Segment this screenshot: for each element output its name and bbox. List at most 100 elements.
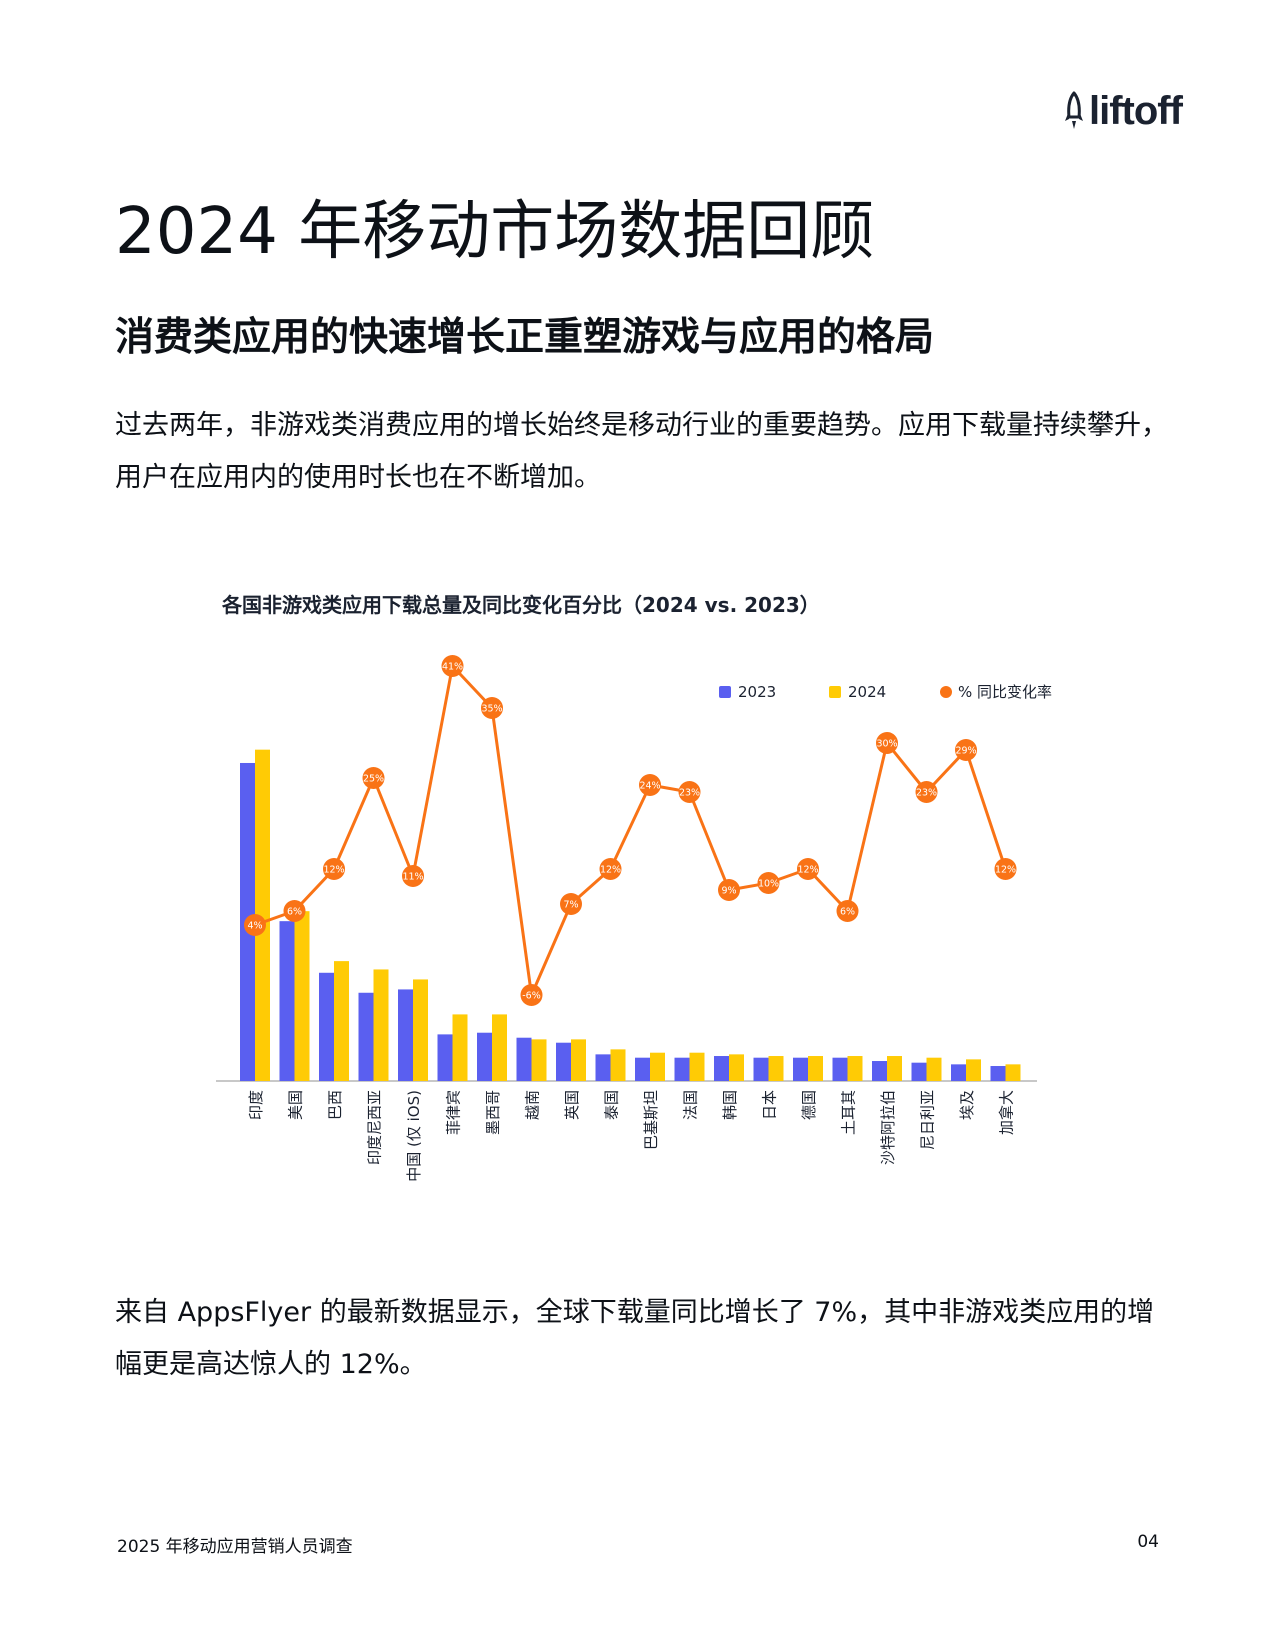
bar-2023 — [635, 1057, 650, 1081]
yoy-point — [757, 872, 780, 894]
yoy-data-label: 25% — [363, 774, 384, 785]
bar-2023 — [951, 1064, 966, 1081]
yoy-data-label: 4% — [247, 921, 262, 932]
yoy-point — [836, 900, 859, 922]
bar-2024 — [768, 1056, 784, 1081]
bar-2023 — [595, 1054, 611, 1081]
bar-2024 — [847, 1056, 863, 1081]
yoy-point — [481, 697, 503, 719]
x-tick-label: 韩国 — [721, 1090, 739, 1120]
yoy-point — [994, 858, 1017, 880]
bar-2023 — [516, 1037, 532, 1081]
x-tick-label: 德国 — [800, 1090, 818, 1120]
footer-title: 2025 年移动应用营销人员调查 — [117, 1537, 353, 1557]
bar-2024 — [531, 1039, 547, 1081]
yoy-point — [283, 900, 306, 922]
page-title: 2024 年移动市场数据回顾 — [115, 195, 875, 269]
bar-2023 — [358, 992, 374, 1081]
bar-2023 — [319, 972, 334, 1081]
chart-title: 各国非游戏类应用下载总量及同比变化百分比（2024 vs. 2023） — [221, 593, 820, 617]
x-tick-label: 巴西 — [326, 1090, 344, 1120]
legend-marker-yoy — [940, 686, 952, 698]
bar-2023 — [714, 1056, 729, 1081]
yoy-point — [718, 879, 740, 901]
bar-group — [240, 749, 1021, 1081]
legend-swatch-2024 — [829, 686, 841, 698]
bar-2023 — [674, 1057, 690, 1081]
bar-2024 — [294, 911, 310, 1081]
x-tick-label: 中国 (仅 iOS) — [405, 1090, 423, 1182]
yoy-data-label: 11% — [402, 872, 423, 883]
liftoff-logo: liftoff — [1063, 88, 1198, 134]
yoy-data-label: 24% — [639, 781, 660, 792]
yoy-data-label: 23% — [679, 788, 700, 799]
bar-2024 — [373, 969, 389, 1081]
bar-2023 — [437, 1034, 453, 1081]
bar-2023 — [793, 1057, 808, 1081]
bar-2024 — [413, 979, 428, 1081]
bar-2024 — [452, 1014, 468, 1081]
yoy-data-label: 41% — [442, 662, 463, 673]
bar-2024 — [926, 1057, 942, 1081]
bar-2024 — [689, 1052, 705, 1081]
summary-paragraph: 来自 AppsFlyer 的最新数据显示，全球下载量同比增长了 7%，其中非游戏… — [115, 1297, 1155, 1380]
rocket-icon — [1065, 91, 1083, 129]
bar-2024 — [492, 1014, 507, 1081]
bar-2023 — [990, 1066, 1006, 1081]
x-tick-label: 巴基斯坦 — [642, 1090, 660, 1150]
bar-2023 — [872, 1061, 887, 1081]
bar-2023 — [753, 1057, 769, 1081]
yoy-point — [362, 767, 385, 789]
bar-2024 — [650, 1052, 665, 1081]
x-tick-label: 泰国 — [603, 1090, 621, 1120]
chart-legend: 2023 2024 % 同比变化率 — [719, 683, 1052, 701]
yoy-point — [244, 914, 266, 936]
logo-text: liftoff — [1089, 89, 1183, 133]
x-tick-label: 加拿大 — [998, 1090, 1016, 1135]
yoy-data-label: 29% — [955, 746, 976, 757]
yoy-point — [876, 732, 898, 754]
yoy-point — [915, 781, 938, 803]
yoy-data-label: 7% — [563, 900, 578, 911]
bar-2024 — [729, 1054, 744, 1081]
yoy-point — [797, 858, 819, 880]
bar-2024 — [887, 1056, 902, 1081]
bar-2024 — [571, 1039, 586, 1081]
bar-2024 — [808, 1056, 823, 1081]
yoy-data-label: 23% — [916, 788, 937, 799]
yoy-change-line — [254, 664, 1007, 997]
legend-label-2023: 2023 — [738, 683, 776, 701]
bar-2023 — [556, 1042, 571, 1081]
x-tick-label: 埃及 — [958, 1090, 976, 1120]
yoy-data-label: 6% — [840, 907, 855, 918]
bar-2023 — [279, 921, 295, 1081]
yoy-point-group: 4% 6% 12% 25% 11% 41% 35% -6% 7% 12% 24% 23% 9% 10% 12… — [244, 655, 1017, 1006]
x-tick-label: 尼日利亚 — [919, 1090, 937, 1150]
legend-swatch-2023 — [719, 686, 731, 698]
bar-2024 — [1005, 1064, 1021, 1081]
yoy-point — [955, 739, 977, 761]
bar-2023 — [911, 1062, 927, 1081]
x-tick-label: 墨西哥 — [484, 1090, 502, 1135]
bar-2024 — [966, 1059, 981, 1081]
yoy-data-label: 9% — [721, 886, 736, 897]
yoy-data-label: 35% — [481, 704, 502, 715]
x-tick-labels: 印度 美国 巴西 印度尼西亚 中国 (仅 iOS) 菲律宾 墨西哥 越南 英国 泰国 巴基斯坦 法国韩… — [247, 1090, 1016, 1182]
x-tick-label: 日本 — [761, 1090, 779, 1120]
x-tick-label: 美国 — [287, 1090, 305, 1120]
x-tick-label: 越南 — [524, 1090, 542, 1120]
yoy-data-label: 30% — [876, 739, 897, 750]
x-tick-label: 印度 — [247, 1090, 265, 1120]
bar-2023 — [398, 989, 413, 1081]
yoy-point — [402, 865, 424, 887]
x-tick-label: 土耳其 — [840, 1090, 858, 1135]
bar-2024 — [610, 1049, 626, 1081]
yoy-point — [520, 984, 543, 1006]
yoy-point — [639, 774, 661, 796]
bar-2024 — [255, 749, 270, 1081]
yoy-point — [678, 781, 701, 803]
x-tick-label: 英国 — [563, 1090, 581, 1120]
yoy-point — [323, 858, 345, 880]
yoy-data-label: 12% — [323, 865, 344, 876]
page-subtitle: 消费类应用的快速增长正重塑游戏与应用的格局 — [115, 315, 935, 360]
